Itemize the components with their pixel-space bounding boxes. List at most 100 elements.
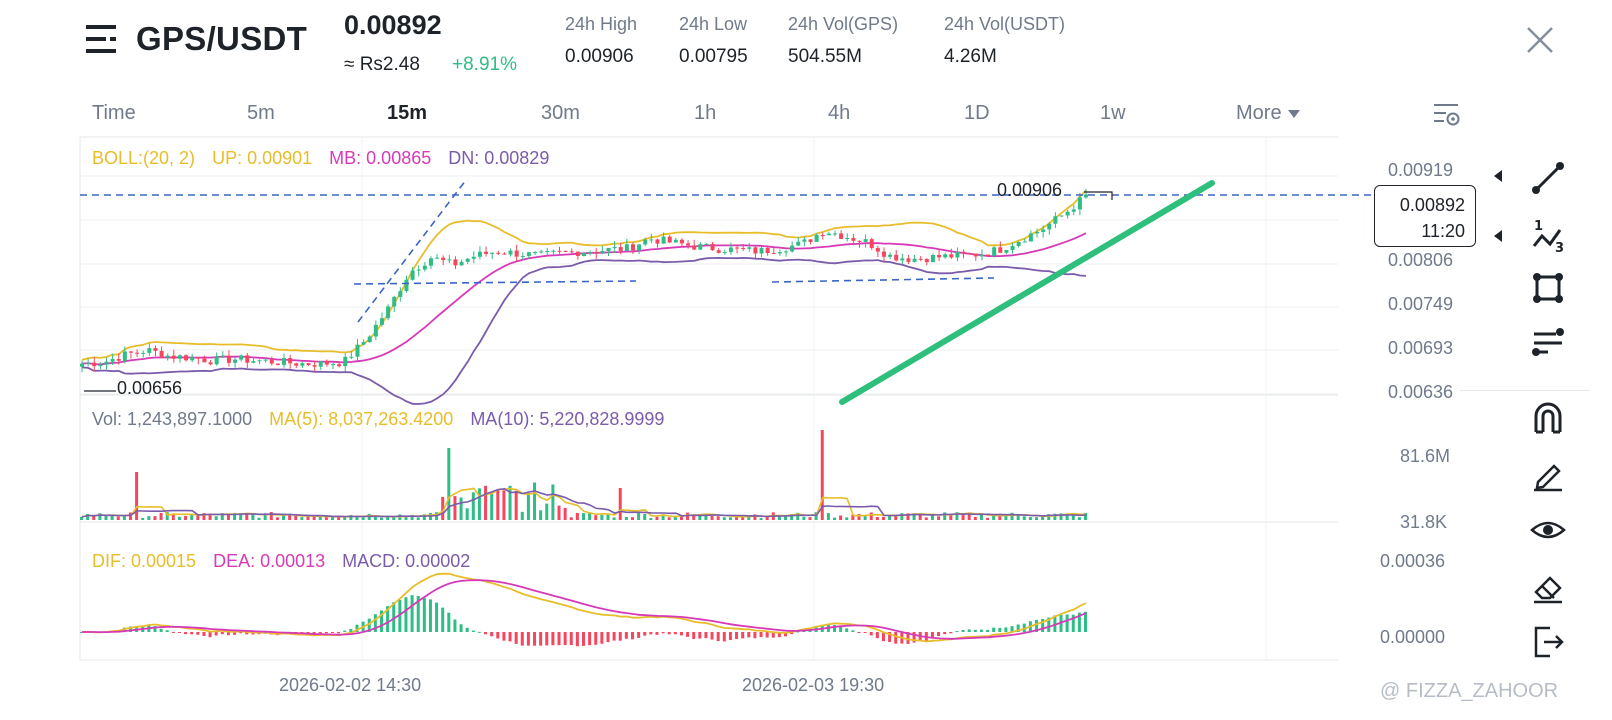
- volume-bar: [184, 515, 188, 520]
- expand-caret-icon[interactable]: [1494, 170, 1502, 182]
- macd-histogram-bar: [508, 632, 512, 642]
- volume-bar: [208, 514, 212, 520]
- eye-icon[interactable]: [1528, 510, 1568, 550]
- volume-bar: [1004, 515, 1008, 520]
- volume-bar: [881, 516, 885, 520]
- macd-histogram-bar: [367, 618, 371, 632]
- exit-icon[interactable]: [1528, 622, 1568, 662]
- volume-bar: [716, 516, 720, 520]
- volume-bar: [239, 513, 243, 520]
- volume-bar: [655, 516, 659, 520]
- tab-1d[interactable]: 1D: [964, 102, 990, 124]
- volume-bar: [453, 496, 457, 520]
- macd-histogram-bar: [655, 632, 659, 635]
- volume-bar: [496, 489, 500, 520]
- macd-histogram-bar: [184, 632, 188, 635]
- candle-body: [741, 248, 746, 250]
- fib-icon[interactable]: 1 3: [1528, 216, 1568, 256]
- macd-histogram-bar: [343, 630, 347, 632]
- candle-body: [141, 352, 146, 354]
- macd-histogram-bar: [233, 632, 237, 635]
- macd-histogram-bar: [128, 626, 132, 632]
- volume-bar: [1071, 513, 1075, 520]
- candle-body: [796, 241, 801, 246]
- candle-body: [710, 243, 715, 251]
- volume-bar: [484, 485, 488, 520]
- volume-bar: [906, 513, 910, 520]
- menu-icon[interactable]: [86, 24, 120, 54]
- volume-bar: [92, 516, 96, 520]
- tab-1h[interactable]: 1h: [694, 102, 717, 124]
- candle-body: [973, 253, 978, 257]
- magnet-icon[interactable]: [1528, 398, 1568, 438]
- price-axis-tick: 0.00749: [1388, 294, 1454, 314]
- tab-4h[interactable]: 4h: [828, 102, 851, 124]
- volume-bar: [282, 515, 286, 520]
- macd-histogram-bar: [686, 632, 690, 637]
- macd-histogram-bar: [930, 632, 934, 638]
- volume-bar: [190, 513, 194, 520]
- pencil-icon[interactable]: [1528, 454, 1568, 494]
- candle-body: [349, 356, 354, 358]
- expand-caret-icon[interactable]: [1494, 230, 1502, 242]
- tab-time[interactable]: Time: [92, 102, 136, 124]
- dashed-trend-line: [357, 179, 467, 323]
- candle-body: [961, 251, 966, 254]
- candle-body: [857, 240, 862, 242]
- trend-line-icon[interactable]: [1528, 158, 1568, 198]
- macd-histogram-bar: [600, 632, 604, 644]
- volume-bar: [422, 514, 426, 520]
- eraser-icon[interactable]: [1528, 566, 1568, 606]
- candle-body: [557, 250, 562, 252]
- macd-histogram-bar: [153, 626, 157, 632]
- candle-body: [128, 351, 133, 353]
- tab-15m[interactable]: 15m: [387, 102, 428, 124]
- volume-bar: [728, 517, 732, 520]
- macd-histogram-bar: [790, 632, 794, 635]
- candle-body: [373, 324, 378, 337]
- boll-mb: MB: 0.00865: [329, 148, 432, 168]
- volume-bar: [331, 517, 334, 520]
- macd-histogram-bar: [679, 632, 683, 636]
- tab-more[interactable]: More: [1236, 102, 1300, 125]
- rectangle-icon[interactable]: [1528, 268, 1568, 308]
- candle-body: [471, 256, 476, 259]
- candle-body: [735, 247, 740, 249]
- macd-histogram-bar: [606, 632, 610, 643]
- volume-bar: [1041, 516, 1045, 520]
- volume-bar: [961, 513, 965, 520]
- close-icon[interactable]: [1524, 24, 1556, 56]
- volume-bar: [747, 516, 751, 520]
- parallel-channel-icon[interactable]: [1528, 322, 1568, 362]
- volume-bar: [606, 513, 610, 520]
- volume-bar: [924, 517, 928, 520]
- candle-body: [655, 239, 660, 244]
- candle-body: [924, 258, 929, 263]
- volume-bar: [263, 513, 267, 520]
- drawing-toolbar: 1 3: [1460, 150, 1612, 720]
- macd-histogram-bar: [1035, 619, 1039, 632]
- chart-settings-icon[interactable]: [1432, 100, 1462, 130]
- volume-bar: [692, 514, 696, 520]
- tab-30m[interactable]: 30m: [541, 102, 580, 124]
- high-marker-label: 0.00906: [997, 180, 1063, 200]
- candle-body: [379, 318, 384, 325]
- volume-bar: [116, 516, 120, 520]
- volume-bar: [80, 516, 83, 520]
- volume-bar: [1084, 512, 1087, 520]
- candle-body: [318, 361, 323, 367]
- candle-body: [686, 243, 691, 246]
- macd-histogram-bar: [863, 632, 867, 633]
- candle-body: [116, 358, 121, 361]
- candle-body: [582, 252, 586, 256]
- tab-5m[interactable]: 5m: [247, 102, 275, 124]
- pair-title[interactable]: GPS/USDT: [136, 20, 308, 57]
- tab-1w[interactable]: 1w: [1100, 102, 1126, 124]
- candle-body: [367, 336, 372, 343]
- candle-body: [790, 245, 795, 252]
- candle-body: [508, 250, 513, 255]
- macd-histogram-bar: [1016, 624, 1020, 632]
- volume-bar: [312, 516, 316, 520]
- candle-body: [441, 257, 446, 261]
